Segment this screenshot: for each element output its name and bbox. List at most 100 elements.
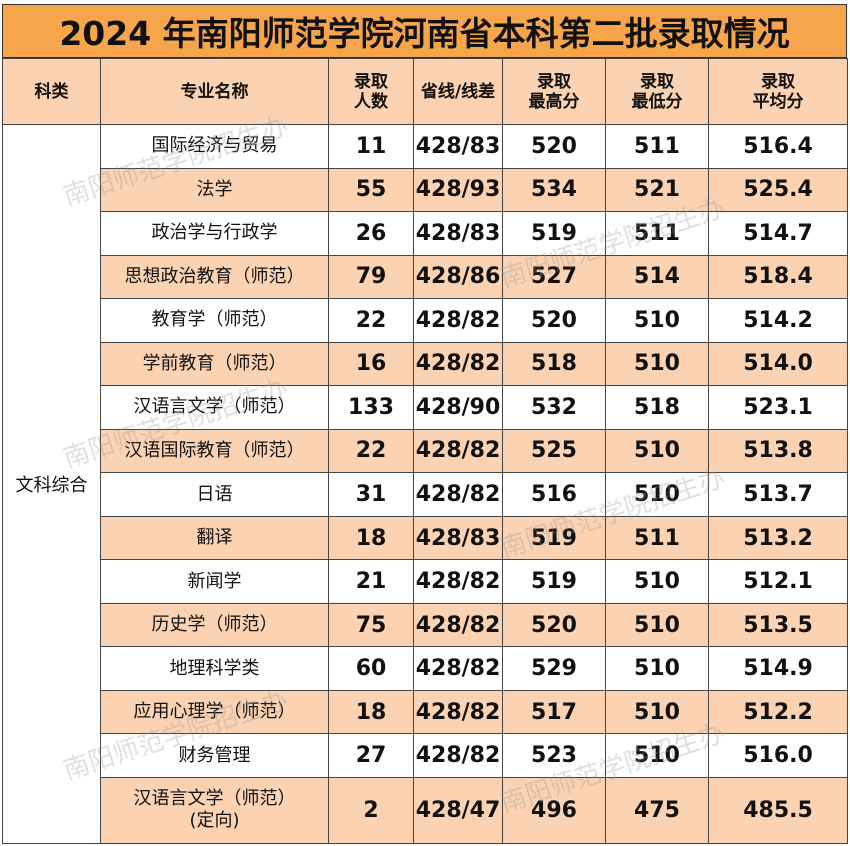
- admitted-count-cell: 75: [328, 602, 414, 648]
- major-cell: 日语: [100, 472, 329, 517]
- line-diff-cell: 428/83: [413, 515, 503, 561]
- table-row: 应用心理学（师范） 18 428/82 517 510 512.2: [3, 689, 848, 735]
- header-admitted-count: 录取 人数: [328, 58, 414, 125]
- major-name: 历史学（师范）: [151, 614, 278, 636]
- table-row: 政治学与行政学 26 428/83 519 511 514.7: [3, 211, 848, 256]
- min-score-cell: 521: [605, 167, 709, 213]
- major-name: 日语: [196, 483, 233, 505]
- major-cell: 翻译: [100, 515, 329, 561]
- max-score-cell: 529: [502, 646, 606, 691]
- min-score-cell: 510: [605, 733, 709, 778]
- avg-score-cell: 514.9: [708, 646, 848, 691]
- min-score-cell: 511: [605, 124, 709, 169]
- line-diff-cell: 428/82: [413, 602, 503, 648]
- min-score-cell: 510: [605, 602, 709, 648]
- admitted-count-cell: 27: [328, 733, 414, 778]
- major-name: 法学: [196, 178, 233, 200]
- admitted-count-cell: 31: [328, 472, 414, 517]
- major-name-note: (定向): [189, 810, 240, 832]
- min-score-cell: 510: [605, 559, 709, 604]
- avg-score-cell: 518.4: [708, 254, 848, 300]
- major-cell: 政治学与行政学: [100, 211, 329, 256]
- avg-score-cell: 513.8: [708, 428, 848, 474]
- major-cell: 汉语言文学（师范） (定向): [100, 776, 329, 845]
- min-score-cell: 511: [605, 515, 709, 561]
- table-row: 汉语言文学（师范） 133 428/90 532 518 523.1: [3, 385, 848, 430]
- major-cell: 法学: [100, 167, 329, 213]
- line-diff-cell: 428/82: [413, 733, 503, 778]
- max-score-cell: 520: [502, 602, 606, 648]
- major-name: 地理科学类: [169, 657, 260, 679]
- major-cell: 思想政治教育（师范）: [100, 254, 329, 300]
- header-max-line1: 录取: [537, 71, 571, 92]
- category-cell: 文科综合: [2, 124, 101, 844]
- min-score-cell: 511: [605, 211, 709, 256]
- major-name: 政治学与行政学: [151, 222, 278, 244]
- table-row: 法学 55 428/93 534 521 525.4: [3, 167, 848, 213]
- line-diff-cell: 428/82: [413, 646, 503, 691]
- table-row: 地理科学类 60 428/82 529 510 514.9: [3, 646, 848, 691]
- major-name: 翻译: [196, 527, 233, 549]
- major-cell: 学前教育（师范）: [100, 341, 329, 387]
- max-score-cell: 519: [502, 515, 606, 561]
- min-score-cell: 475: [605, 776, 709, 845]
- min-score-cell: 514: [605, 254, 709, 300]
- avg-score-cell: 512.2: [708, 689, 848, 735]
- max-score-cell: 520: [502, 298, 606, 343]
- header-avg-score: 录取 平均分: [708, 58, 848, 125]
- header-major: 专业名称: [100, 58, 329, 125]
- max-score-cell: 517: [502, 689, 606, 735]
- major-cell: 地理科学类: [100, 646, 329, 691]
- major-cell: 历史学（师范）: [100, 602, 329, 648]
- line-diff-cell: 428/83: [413, 124, 503, 169]
- admitted-count-cell: 18: [328, 515, 414, 561]
- max-score-cell: 532: [502, 385, 606, 430]
- min-score-cell: 510: [605, 298, 709, 343]
- major-name: 应用心理学（师范）: [133, 701, 296, 723]
- table-row: 汉语国际教育（师范） 22 428/82 525 510 513.8: [3, 428, 848, 474]
- avg-score-cell: 525.4: [708, 167, 848, 213]
- major-name: 汉语国际教育（师范）: [124, 439, 305, 461]
- line-diff-cell: 428/82: [413, 689, 503, 735]
- max-score-cell: 496: [502, 776, 606, 845]
- avg-score-cell: 512.1: [708, 559, 848, 604]
- header-row: 科类 专业名称 录取 人数 省线/线差 录取 最高分 录取 最低分 录取 平均分: [2, 58, 848, 125]
- admitted-count-cell: 21: [328, 559, 414, 604]
- major-name: 新闻学: [187, 570, 242, 592]
- max-score-cell: 525: [502, 428, 606, 474]
- major-name: 思想政治教育（师范）: [124, 265, 305, 287]
- major-cell: 汉语国际教育（师范）: [100, 428, 329, 474]
- min-score-cell: 518: [605, 385, 709, 430]
- line-diff-cell: 428/82: [413, 472, 503, 517]
- table-row: 思想政治教育（师范） 79 428/86 527 514 518.4: [3, 254, 848, 300]
- admission-table: 科类 专业名称 录取 人数 省线/线差 录取 最高分 录取 最低分 录取 平均分: [2, 58, 848, 845]
- admitted-count-cell: 79: [328, 254, 414, 300]
- min-score-cell: 510: [605, 428, 709, 474]
- header-avg-line1: 录取: [761, 71, 795, 92]
- max-score-cell: 519: [502, 211, 606, 256]
- max-score-cell: 518: [502, 341, 606, 387]
- min-score-cell: 510: [605, 689, 709, 735]
- table-row: 新闻学 21 428/82 519 510 512.1: [3, 559, 848, 604]
- line-diff-cell: 428/82: [413, 559, 503, 604]
- header-min-line1: 录取: [640, 71, 674, 92]
- admitted-count-cell: 16: [328, 341, 414, 387]
- header-line-diff: 省线/线差: [413, 58, 503, 125]
- line-diff-cell: 428/93: [413, 167, 503, 213]
- major-name: 汉语言文学（师范）: [133, 396, 296, 418]
- avg-score-cell: 513.2: [708, 515, 848, 561]
- line-diff-cell: 428/82: [413, 341, 503, 387]
- table-row: 学前教育（师范） 16 428/82 518 510 514.0: [3, 341, 848, 387]
- avg-score-cell: 516.4: [708, 124, 848, 169]
- line-diff-cell: 428/47: [413, 776, 503, 845]
- major-cell: 国际经济与贸易: [100, 124, 329, 169]
- max-score-cell: 523: [502, 733, 606, 778]
- admitted-count-cell: 2: [328, 776, 414, 845]
- major-cell: 教育学（师范）: [100, 298, 329, 343]
- max-score-cell: 534: [502, 167, 606, 213]
- max-score-cell: 519: [502, 559, 606, 604]
- line-diff-cell: 428/83: [413, 211, 503, 256]
- line-diff-cell: 428/82: [413, 428, 503, 474]
- min-score-cell: 510: [605, 646, 709, 691]
